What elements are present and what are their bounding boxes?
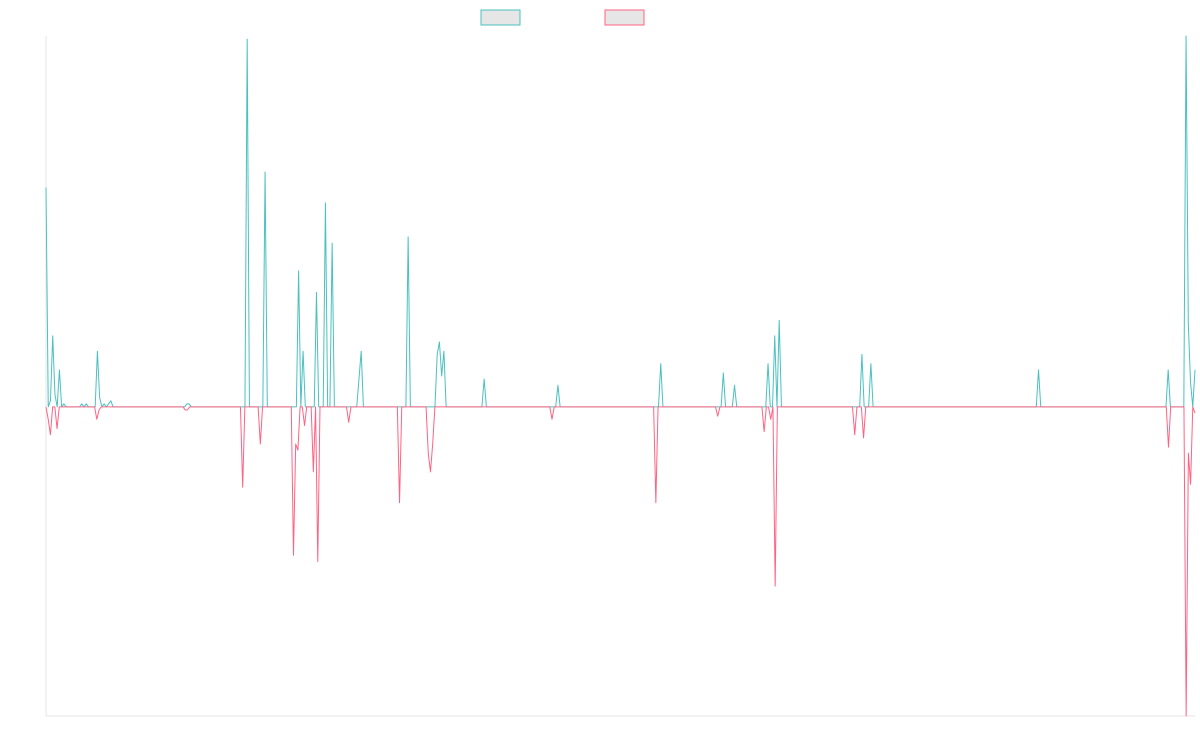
- legend-swatch-1[interactable]: [480, 9, 521, 26]
- series-line-2: [45, 406, 1196, 717]
- legend-swatch-2[interactable]: [604, 9, 645, 26]
- series-line-1: [45, 35, 1196, 408]
- chart-legend[interactable]: [480, 9, 645, 26]
- series-layer: [45, 35, 1196, 717]
